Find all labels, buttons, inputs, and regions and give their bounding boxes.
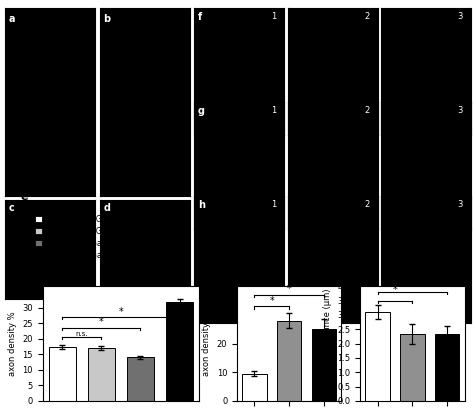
- Text: h: h: [198, 200, 205, 210]
- Text: d: d: [103, 203, 110, 213]
- Text: 3: 3: [458, 12, 463, 21]
- Bar: [365, 312, 390, 401]
- Text: 2: 2: [365, 106, 370, 115]
- Bar: [127, 357, 154, 401]
- Y-axis label: Interbouton distance (μm): Interbouton distance (μm): [323, 288, 332, 399]
- Text: 1: 1: [271, 12, 276, 21]
- Text: *: *: [118, 307, 123, 317]
- Text: 1: 1: [271, 106, 276, 115]
- Y-axis label: axon density %: axon density %: [8, 311, 17, 376]
- Text: 2: 2: [365, 12, 370, 21]
- Bar: [166, 302, 193, 401]
- Text: b: b: [103, 14, 110, 24]
- Bar: [88, 348, 115, 401]
- Y-axis label: axon density %: axon density %: [202, 311, 211, 376]
- Bar: [277, 321, 301, 401]
- Bar: [400, 334, 425, 401]
- Bar: [435, 334, 459, 401]
- Text: e: e: [20, 192, 27, 202]
- Text: 1: 1: [271, 200, 276, 209]
- Text: 3: 3: [458, 106, 463, 115]
- Bar: [242, 374, 266, 401]
- Text: *: *: [99, 317, 104, 328]
- Text: 2: 2: [365, 200, 370, 209]
- Text: *: *: [269, 296, 274, 306]
- Legend: Gad67+/+ : Gad65+/+, Gad67+/+ : Gad65 -/-, Gad67 -/- : Gad65+/-, Gad67 -/- : Gad: Gad67+/+ : Gad65+/+, Gad67+/+ : Gad65 -/…: [32, 212, 139, 262]
- Text: a: a: [9, 14, 15, 24]
- Text: g: g: [198, 106, 205, 116]
- Text: j: j: [319, 275, 322, 285]
- Text: *: *: [392, 285, 397, 295]
- Text: 3: 3: [458, 200, 463, 209]
- Bar: [312, 329, 336, 401]
- Text: *: *: [410, 276, 415, 286]
- Text: f: f: [198, 12, 202, 22]
- Bar: [48, 347, 76, 401]
- Text: n.s.: n.s.: [75, 331, 88, 337]
- Text: c: c: [9, 203, 14, 213]
- Text: i: i: [206, 275, 210, 285]
- Text: *: *: [287, 284, 292, 294]
